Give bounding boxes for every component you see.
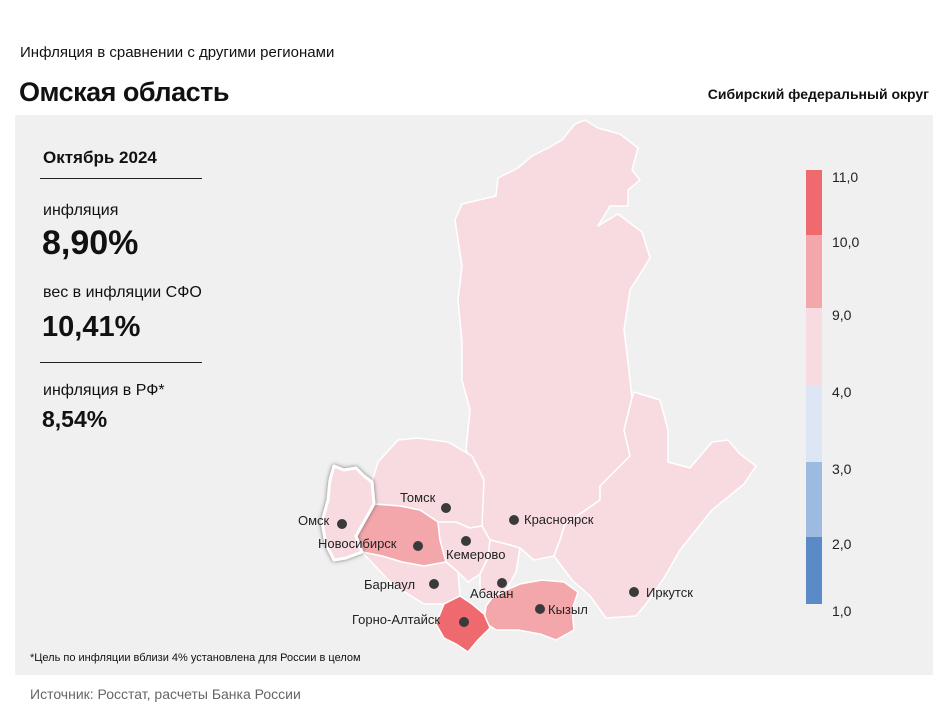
region-irkutsk [553,391,757,619]
legend-bin [806,385,822,462]
region-title: Омская область [19,77,229,107]
district-name: Сибирский федеральный округ [707,86,929,102]
city-label: Омск [298,513,330,528]
city-label: Кызыл [548,602,588,617]
legend-bin [806,170,822,235]
city-marker [413,541,423,551]
city-label: Абакан [470,586,513,601]
chart-subtitle: Инфляция в сравнении с другими регионами [20,44,335,61]
legend-bin [806,308,822,385]
city-label: Томск [400,490,436,505]
city-marker [629,587,639,597]
inflation-label: инфляция [43,202,119,219]
city-label: Иркутск [646,585,693,600]
legend: 11,0 10,0 9,0 4,0 3,0 2,0 1,0 [806,169,859,619]
city-label: Барнаул [364,577,415,592]
weight-value: 10,41% [42,311,141,343]
period-label: Октябрь 2024 [43,148,157,167]
divider-top [40,178,202,179]
region-altai-krai [361,551,461,605]
city-label: Новосибирск [318,536,397,551]
region-omsk [320,464,376,562]
city-label: Кемерово [446,547,505,562]
source-note: Источник: Росстат, расчеты Банка России [30,686,301,702]
city-marker [535,604,545,614]
legend-tick-label: 1,0 [832,603,852,619]
city-markers: Омск Томск Красноярск Новосибирск Кемерово Ба… [298,490,693,627]
legend-tick-label: 10,0 [832,234,859,250]
city-marker [429,579,439,589]
legend-tick-label: 2,0 [832,536,852,552]
city-label: Красноярск [524,512,594,527]
legend-bin [806,537,822,604]
rf-inflation-value: 8,54% [42,406,108,432]
legend-tick-label: 3,0 [832,461,852,477]
legend-bin [806,235,822,308]
city-marker [509,515,519,525]
divider-bottom [40,362,202,363]
legend-tick-label: 4,0 [832,384,852,400]
city-marker [497,578,507,588]
rf-inflation-label: инфляция в РФ* [43,382,165,399]
city-marker [459,617,469,627]
city-marker [461,536,471,546]
city-marker [441,503,451,513]
city-label: Горно-Алтайск [352,612,440,627]
inflation-value: 8,90% [42,224,139,262]
legend-tick-label: 11,0 [832,169,858,185]
weight-label: вес в инфляции СФО [43,284,202,301]
footnote: *Цель по инфляции вблизи 4% установлена … [30,652,361,664]
legend-tick-label: 9,0 [832,307,852,323]
legend-bin [806,462,822,537]
city-marker [337,519,347,529]
